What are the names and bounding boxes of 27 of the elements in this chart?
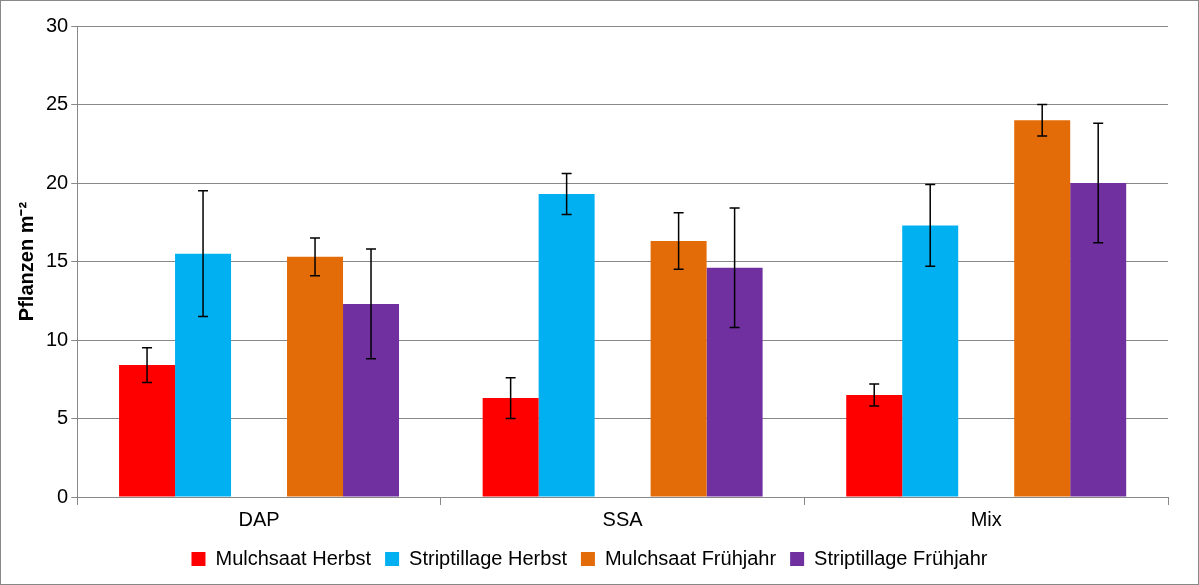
bar	[119, 365, 176, 497]
y-tick-label: 10	[46, 327, 69, 350]
y-tick-label: 25	[46, 92, 69, 115]
bar	[706, 267, 763, 497]
bar	[1014, 120, 1071, 497]
y-tick-label: 20	[46, 170, 69, 193]
bar	[287, 256, 344, 497]
legend-label: Striptillage Frühjahr	[814, 546, 988, 569]
x-tick-label: SSA	[602, 507, 644, 530]
y-tick-label: 5	[57, 406, 69, 429]
legend-label: Mulchsaat Frühjahr	[604, 546, 777, 569]
y-axis-title: Pflanzen m⁻²	[14, 201, 37, 322]
bar	[902, 225, 959, 497]
y-tick-label: 30	[46, 13, 69, 36]
legend-label: Mulchsaat Herbst	[215, 546, 372, 569]
bar	[538, 193, 595, 497]
y-tick-label: 15	[46, 249, 69, 272]
bar	[650, 241, 707, 497]
bar	[482, 398, 539, 497]
bar	[175, 253, 232, 497]
y-tick-label: 0	[57, 484, 69, 507]
x-tick-label: Mix	[970, 507, 1002, 530]
legend-label: Striptillage Herbst	[409, 546, 568, 569]
bar	[343, 303, 400, 497]
x-tick-label: DAP	[238, 507, 280, 530]
bar	[846, 394, 903, 497]
bar	[1070, 183, 1127, 497]
